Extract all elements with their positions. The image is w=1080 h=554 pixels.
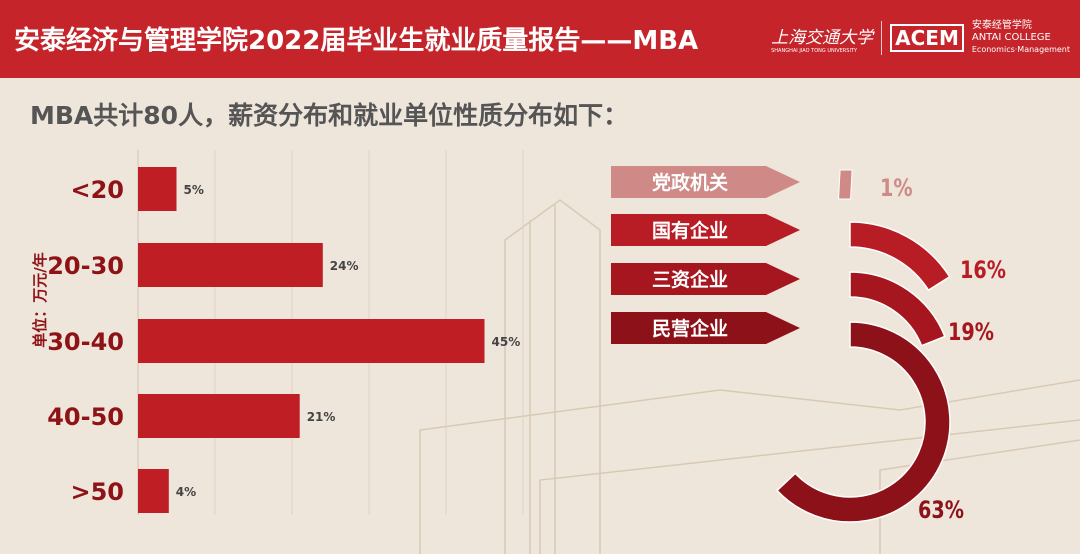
bar (138, 469, 169, 513)
category-banner (611, 312, 800, 344)
data-label: 16% (960, 257, 1006, 285)
acem-logo: ACEM (890, 24, 964, 52)
bar (138, 319, 485, 363)
category-banner (611, 166, 800, 198)
data-label: 5% (184, 183, 204, 197)
data-label: 24% (330, 259, 359, 273)
category-label: 民营企业 (652, 317, 728, 340)
data-label: 45% (492, 335, 521, 349)
bar (138, 167, 177, 211)
category-label: 国有企业 (652, 219, 728, 242)
logos: 上海交通大学 SHANGHAI JIAO TONG UNIVERSITY ACEM… (771, 20, 1070, 56)
subtitle: MBA共计80人，薪资分布和就业单位性质分布如下： (30, 101, 629, 130)
page-title: 安泰经济与管理学院2022届毕业生就业质量报告——MBA (14, 26, 699, 56)
data-label: 1% (880, 175, 913, 203)
data-label: 63% (918, 497, 964, 525)
antai-logo: 安泰经管学院 ANTAI COLLEGE Economics·Management (971, 20, 1070, 54)
category-label: 40-50 (47, 403, 124, 431)
bar (138, 394, 300, 438)
radial-bar (776, 321, 951, 523)
category-banner (611, 263, 800, 295)
category-label: >50 (70, 478, 124, 506)
category-label: <20 (70, 176, 124, 204)
radial-bar (838, 169, 853, 200)
data-label: 4% (176, 485, 196, 499)
logo-divider (881, 21, 883, 55)
bar (138, 243, 323, 287)
header-banner: 安泰经济与管理学院2022届毕业生就业质量报告——MBA 上海交通大学 SHANG… (0, 0, 1080, 78)
radial-bar (849, 271, 946, 347)
category-banner (611, 214, 800, 246)
sjtu-logo: 上海交通大学 SHANGHAI JIAO TONG UNIVERSITY (771, 27, 874, 54)
axis-label: 单位：万元/年 (31, 252, 49, 347)
category-label: 30-40 (47, 328, 124, 356)
category-label: 20-30 (47, 252, 124, 280)
data-label: 21% (307, 410, 336, 424)
category-label: 三资企业 (652, 268, 728, 291)
radial-bar (849, 221, 951, 292)
category-label: 党政机关 (652, 171, 728, 194)
data-label: 19% (948, 319, 994, 347)
